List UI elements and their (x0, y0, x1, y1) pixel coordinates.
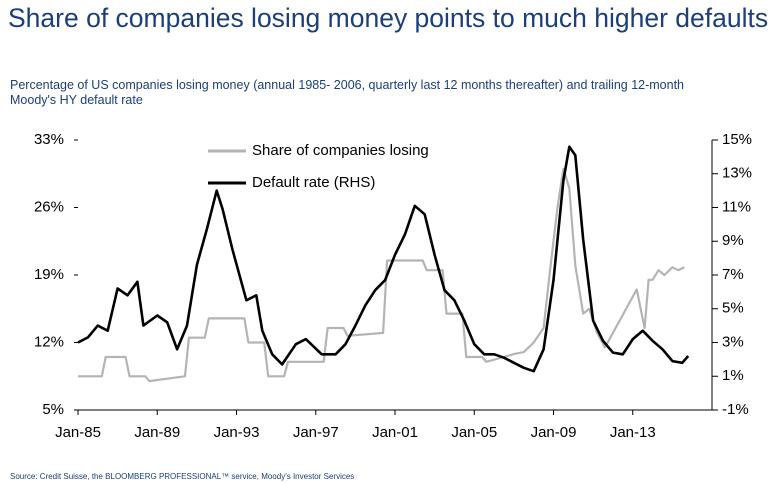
legend-label: Default rate (RHS) (252, 174, 375, 191)
y2-tick-label: 1% (722, 367, 744, 384)
chart-title: Share of companies losing money points t… (8, 3, 769, 33)
y-tick-label: 26% (34, 198, 64, 215)
legend-label: Share of companies losing (252, 142, 429, 159)
x-tick-label: Jan-85 (55, 424, 101, 441)
x-tick-label: Jan-13 (610, 424, 656, 441)
y2-tick-label: 5% (722, 300, 744, 317)
series-line (77, 145, 690, 373)
y-tick-label: 12% (34, 333, 64, 350)
x-tick-label: Jan-09 (531, 424, 577, 441)
y2-tick-label: 3% (722, 333, 744, 350)
y-tick-label: 5% (42, 401, 64, 418)
y2-tick-label: -1% (722, 401, 749, 418)
y-tick-label: 33% (34, 131, 64, 148)
y2-tick-label: 7% (722, 266, 744, 283)
x-tick-label: Jan-01 (372, 424, 418, 441)
x-tick-label: Jan-05 (451, 424, 497, 441)
x-tick-label: Jan-97 (293, 424, 339, 441)
y2-tick-label: 15% (722, 131, 752, 148)
y2-tick-label: 11% (722, 198, 751, 215)
y2-tick-label: 13% (722, 165, 752, 182)
source-note: Source: Credit Suisse, the BLOOMBERG PRO… (10, 472, 355, 481)
chart-subtitle: Percentage of US companies losing money … (10, 78, 684, 107)
series-line (78, 167, 685, 383)
x-tick-label: Jan-89 (134, 424, 180, 441)
x-tick-label: Jan-93 (214, 424, 260, 441)
y-tick-label: 19% (34, 266, 64, 283)
y2-tick-label: 9% (722, 232, 744, 249)
